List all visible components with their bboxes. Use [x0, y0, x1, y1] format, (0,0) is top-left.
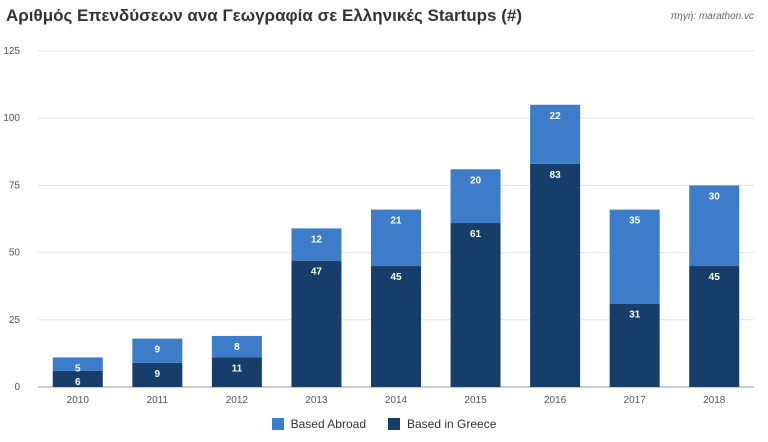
legend-swatch-abroad: [271, 418, 284, 430]
bar-segment-abroad: [291, 228, 342, 261]
bar-segment-abroad: [689, 185, 740, 267]
data-label-abroad: 35: [629, 216, 641, 227]
bar-segment-greece: [371, 266, 421, 387]
x-tick-label: 2017: [624, 395, 647, 406]
x-tick-label: 2013: [305, 395, 328, 406]
chart-title: Αριθμός Επενδύσεων ανα Γεωγραφία σε Ελλη…: [6, 6, 522, 25]
bar-segment-greece: [530, 163, 581, 387]
bar-segment-greece: [609, 303, 660, 387]
bar-segment-greece: [211, 357, 262, 387]
legend-swatch-greece: [388, 418, 400, 430]
data-label-greece: 31: [629, 310, 641, 321]
legend-item-greece: Based in Greece: [388, 417, 496, 431]
data-label-abroad: 9: [155, 345, 161, 356]
y-tick-label: 100: [3, 113, 20, 124]
x-tick-label: 2012: [226, 395, 249, 406]
x-tick-label: 2016: [544, 395, 567, 406]
data-label-abroad: 30: [709, 191, 721, 202]
bar-segment-abroad: [609, 209, 660, 304]
bar-segment-greece: [52, 370, 103, 387]
data-label-abroad: 8: [234, 342, 240, 353]
y-tick-label: 0: [14, 382, 20, 393]
bar-segment-greece: [291, 260, 342, 387]
y-tick-label: 125: [3, 46, 20, 57]
legend-item-abroad: Based Abroad: [271, 417, 366, 431]
bar-segment-greece: [450, 223, 501, 387]
x-tick-label: 2014: [385, 395, 408, 406]
bar-segment-abroad: [530, 104, 581, 164]
data-label-greece: 45: [390, 272, 402, 283]
data-label-greece: 83: [550, 170, 562, 181]
bar-segment-greece: [689, 266, 740, 387]
y-tick-label: 75: [9, 180, 21, 191]
data-label-greece: 6: [75, 377, 81, 388]
data-label-greece: 47: [311, 267, 323, 278]
data-label-greece: 11: [232, 363, 243, 374]
x-tick-label: 2018: [703, 395, 726, 406]
bar-segment-abroad: [132, 338, 183, 363]
y-tick-label: 25: [9, 315, 21, 326]
data-label-abroad: 20: [470, 175, 482, 186]
data-label-greece: 45: [709, 272, 721, 283]
data-label-greece: 61: [470, 229, 482, 240]
y-tick-label: 50: [9, 248, 21, 259]
data-label-abroad: 22: [550, 111, 562, 122]
legend-label-abroad: Based Abroad: [290, 417, 366, 431]
x-tick-label: 2010: [67, 395, 90, 406]
data-label-abroad: 12: [311, 234, 323, 245]
x-tick-label: 2015: [464, 395, 487, 406]
bar-segment-greece: [132, 362, 183, 387]
bar-segment-abroad: [211, 335, 262, 358]
data-label-greece: 9: [155, 369, 161, 380]
legend: Based Abroad Based in Greece: [0, 417, 768, 431]
data-label-abroad: 21: [390, 216, 402, 227]
x-tick-label: 2011: [147, 395, 169, 406]
bar-segment-abroad: [52, 357, 103, 371]
bar-segment-abroad: [371, 209, 421, 267]
source-note: πηγή: marathon.vc: [670, 11, 754, 22]
legend-label-greece: Based in Greece: [407, 417, 497, 431]
bar-segment-abroad: [450, 169, 501, 224]
data-label-abroad: 5: [75, 363, 81, 374]
